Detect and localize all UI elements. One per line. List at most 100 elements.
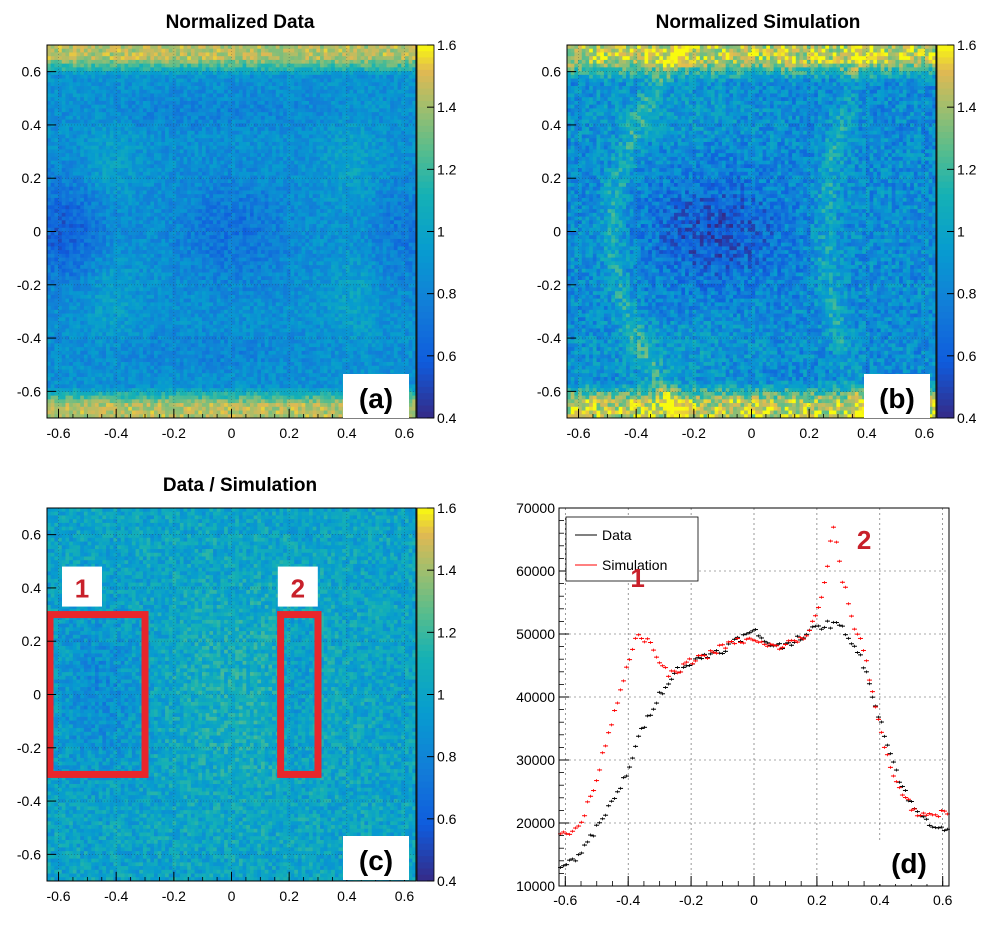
- heatmap-cell: [99, 49, 103, 53]
- heatmap-cell: [298, 49, 302, 53]
- heatmap-cell: [368, 90, 372, 94]
- heatmap-cell: [257, 82, 261, 86]
- heatmap-cell: [235, 82, 239, 86]
- heatmap-cell: [47, 67, 51, 71]
- heatmap-cell: [232, 60, 236, 64]
- heatmap-cell: [95, 45, 99, 49]
- heatmap-cell: [254, 67, 258, 71]
- heatmap-cell: [272, 45, 276, 49]
- heatmap-cell: [283, 93, 287, 97]
- heatmap-cell: [331, 60, 335, 64]
- heatmap-cell: [198, 60, 202, 64]
- heatmap-cell: [228, 79, 232, 83]
- heatmap-cell: [383, 56, 387, 60]
- heatmap-cell: [375, 82, 379, 86]
- heatmap-cell: [202, 45, 206, 49]
- heatmap-cell: [69, 64, 73, 68]
- heatmap-cell: [368, 45, 372, 49]
- heatmap-cell: [375, 75, 379, 79]
- heatmap-cell: [172, 52, 176, 56]
- heatmap-cell: [220, 49, 224, 53]
- heatmap-cell: [198, 49, 202, 53]
- heatmap-cell: [62, 52, 66, 56]
- heatmap-cell: [320, 86, 324, 90]
- heatmap-cell: [350, 49, 354, 53]
- heatmap-cell: [198, 93, 202, 97]
- heatmap-cell: [176, 64, 180, 68]
- heatmap-cell: [398, 75, 402, 79]
- heatmap-cell: [139, 82, 143, 86]
- heatmap-cell: [88, 79, 92, 83]
- heatmap-cell: [335, 60, 339, 64]
- heatmap-cell: [405, 79, 409, 83]
- heatmap-cell: [91, 56, 95, 60]
- heatmap-cell: [316, 52, 320, 56]
- heatmap-cell: [191, 75, 195, 79]
- heatmap-cell: [206, 64, 210, 68]
- heatmap-cell: [121, 56, 125, 60]
- heatmap-cell: [368, 52, 372, 56]
- heatmap-cell: [202, 52, 206, 56]
- heatmap-cell: [124, 75, 128, 79]
- heatmap-cell: [335, 75, 339, 79]
- heatmap-cell: [379, 60, 383, 64]
- heatmap-cell: [117, 82, 121, 86]
- heatmap-cell: [316, 82, 320, 86]
- heatmap-cell: [379, 75, 383, 79]
- heatmap-cell: [294, 90, 298, 94]
- heatmap-cell: [331, 45, 335, 49]
- heatmap-cell: [350, 86, 354, 90]
- heatmap-cell: [368, 82, 372, 86]
- heatmap-cell: [386, 79, 390, 83]
- heatmap-cell: [276, 45, 280, 49]
- heatmap-cell: [124, 93, 128, 97]
- heatmap-cell: [80, 86, 84, 90]
- heatmap-cell: [361, 56, 365, 60]
- heatmap-cell: [191, 79, 195, 83]
- heatmap-cell: [62, 79, 66, 83]
- heatmap-cell: [254, 75, 258, 79]
- heatmap-cell: [398, 56, 402, 60]
- heatmap-cell: [65, 45, 69, 49]
- heatmap-cell: [331, 71, 335, 75]
- heatmap-cell: [302, 86, 306, 90]
- heatmap-cell: [379, 56, 383, 60]
- heatmap-cell: [331, 64, 335, 68]
- heatmap-cell: [279, 64, 283, 68]
- heatmap-cell: [364, 49, 368, 53]
- heatmap-cell: [276, 75, 280, 79]
- heatmap-cell: [195, 93, 199, 97]
- heatmap-cell: [224, 79, 228, 83]
- heatmap-cell: [357, 82, 361, 86]
- heatmap-cell: [224, 75, 228, 79]
- heatmap-cell: [124, 49, 128, 53]
- heatmap-cell: [375, 52, 379, 56]
- heatmap-cell: [346, 67, 350, 71]
- heatmap-cell: [283, 45, 287, 49]
- heatmap-cell: [368, 67, 372, 71]
- heatmap-cell: [158, 93, 162, 97]
- heatmap-cell: [386, 75, 390, 79]
- heatmap-cell: [47, 75, 51, 79]
- heatmap-cell: [291, 60, 295, 64]
- heatmap-cell: [235, 49, 239, 53]
- heatmap-cell: [169, 49, 173, 53]
- heatmap-cell: [379, 90, 383, 94]
- heatmap-cell: [331, 82, 335, 86]
- heatmap-cell: [136, 93, 140, 97]
- heatmap-cell: [147, 79, 151, 83]
- heatmap-cell: [132, 71, 136, 75]
- heatmap-cell: [106, 82, 110, 86]
- heatmap-cell: [102, 60, 106, 64]
- heatmap-cell: [405, 71, 409, 75]
- heatmap-cell: [409, 49, 413, 53]
- heatmap-cell: [91, 93, 95, 97]
- heatmap-cell: [235, 71, 239, 75]
- heatmap-cell: [394, 45, 398, 49]
- heatmap-cell: [305, 52, 309, 56]
- heatmap-cell: [80, 67, 84, 71]
- heatmap-cell: [128, 79, 132, 83]
- heatmap-cell: [106, 56, 110, 60]
- heatmap-cell: [279, 79, 283, 83]
- heatmap-cell: [261, 67, 265, 71]
